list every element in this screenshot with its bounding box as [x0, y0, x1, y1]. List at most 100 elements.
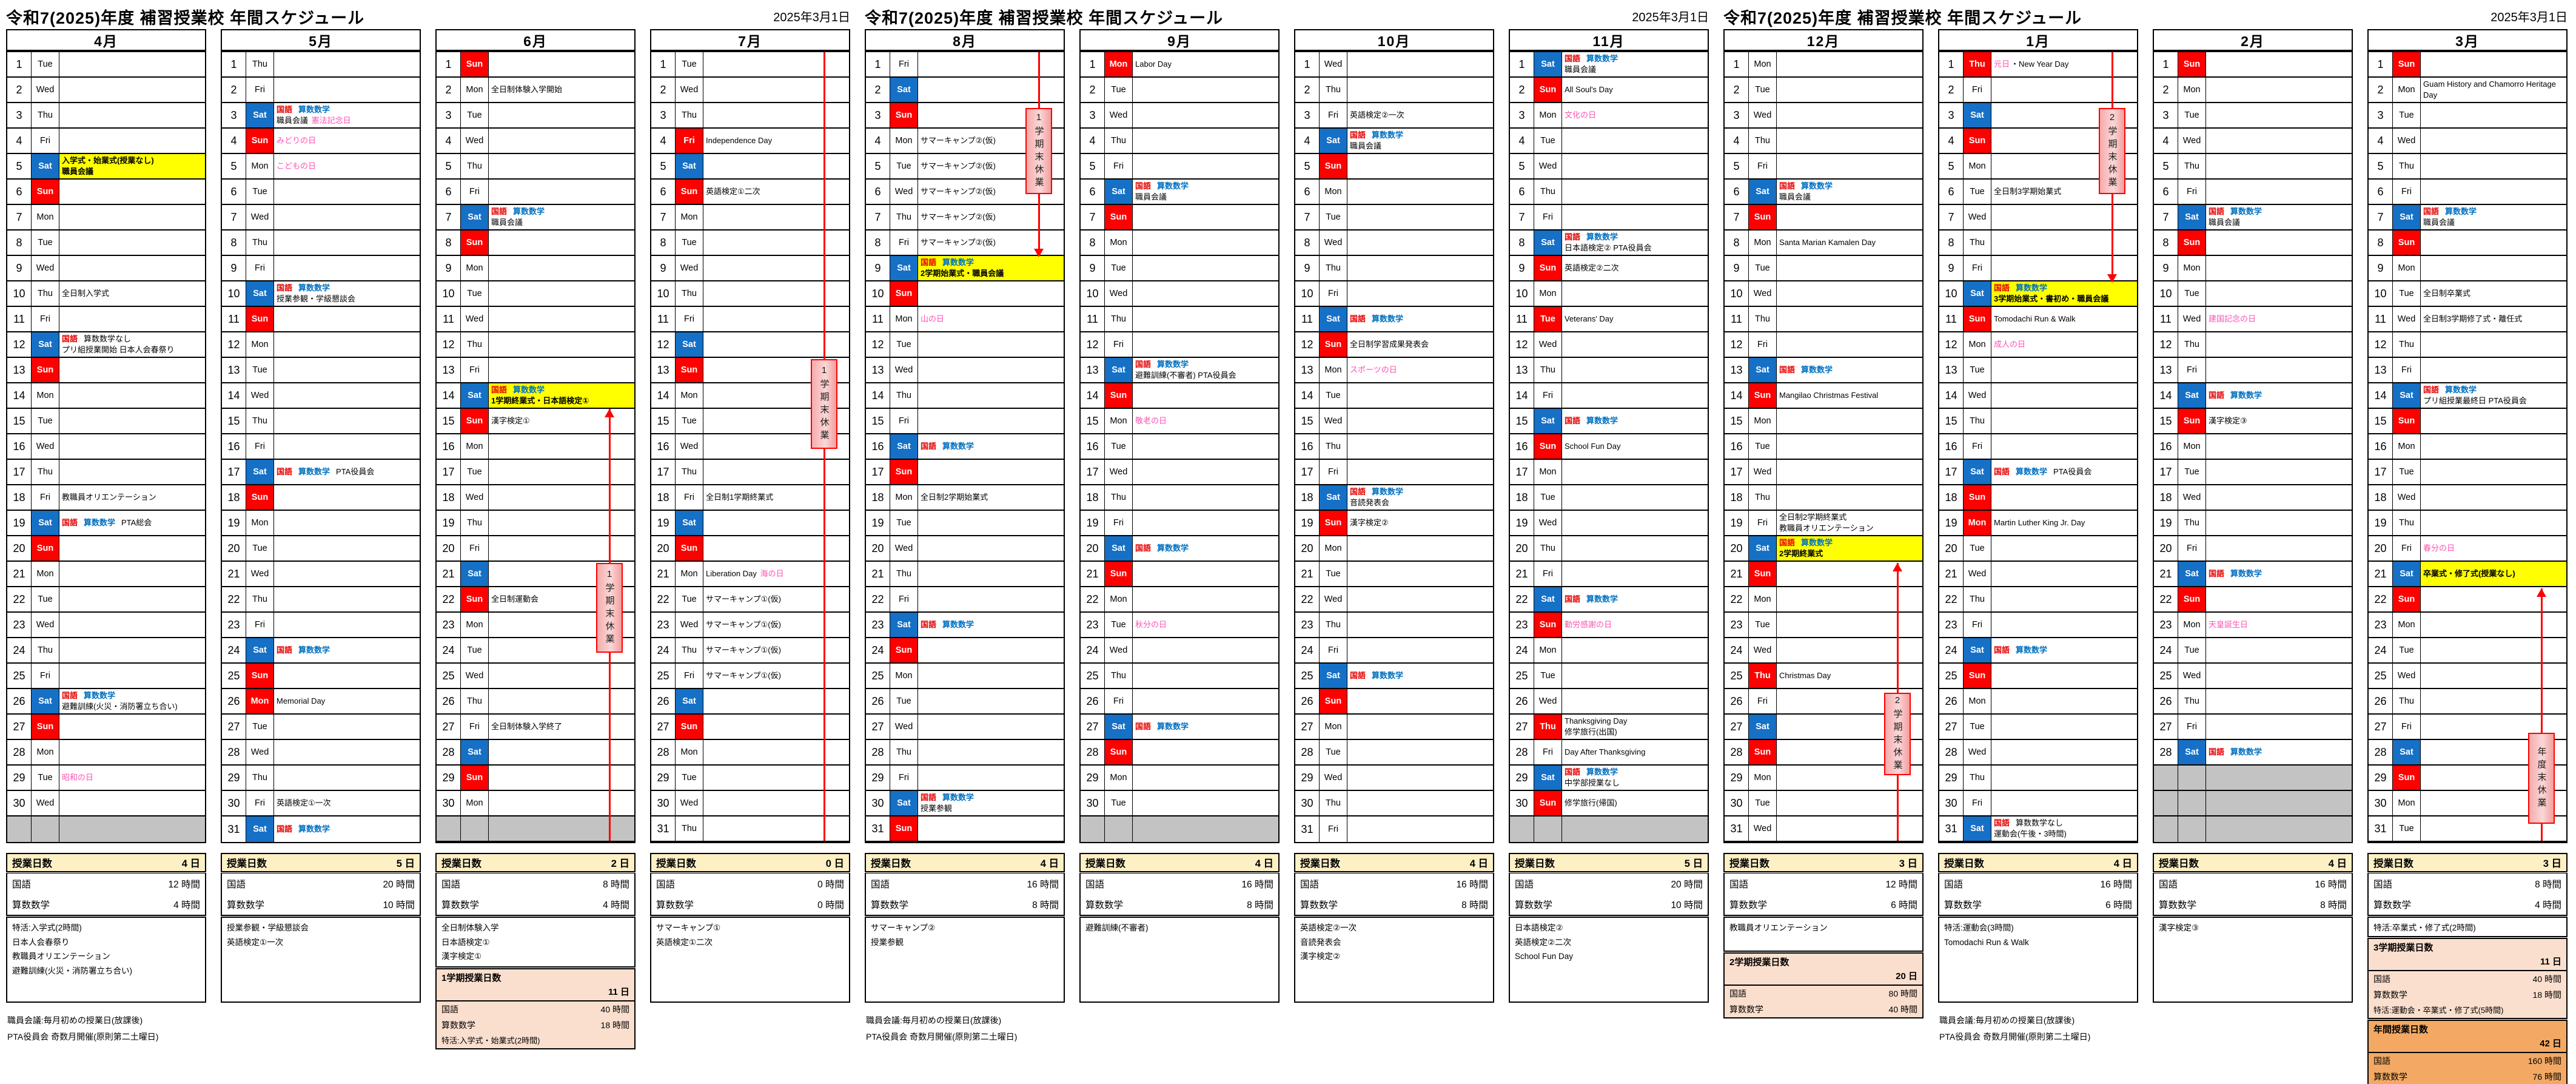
kokugo-hours-row: 国語 12 時間 — [7, 874, 205, 894]
day-of-week: Wed — [1320, 231, 1347, 255]
day-number: 19 — [1081, 511, 1105, 535]
day-of-week: Sun — [1964, 485, 1991, 510]
day-number: 28 — [1939, 740, 1964, 764]
day-number: 31 — [866, 816, 890, 841]
day-of-week: Thu — [890, 562, 918, 586]
event-text: Liberation Day — [706, 569, 759, 579]
kokugo-hours-label: 国語 — [2159, 880, 2178, 890]
day-of-week: Sun — [1320, 511, 1347, 535]
day-events: 入学式・始業式(授業なし) 職員会議 — [59, 154, 205, 178]
day-number: 15 — [1081, 409, 1105, 433]
day-events — [918, 638, 1064, 662]
class-days-value: 4 日 — [1255, 858, 1273, 869]
day-of-week: Fri — [246, 613, 274, 637]
day-of-week: Sat — [2178, 205, 2206, 229]
day-events — [703, 460, 849, 484]
event-line: サマーキャンプ①(仮) — [706, 594, 847, 605]
day-events — [59, 536, 205, 561]
day-of-week: Thu — [246, 409, 274, 433]
day-events — [489, 129, 634, 153]
day-of-week: Wed — [2178, 485, 2206, 510]
day-number: 22 — [651, 587, 676, 611]
day-number: 6 — [2154, 180, 2178, 204]
term-summary-box-row-value: 40 時間 — [2532, 974, 2561, 984]
day-row: 30 Sun 修学旅行(帰国) — [1510, 791, 1708, 816]
event-text: 音読発表会 — [1350, 498, 1390, 507]
day-of-week: Wed — [1534, 511, 1562, 535]
day-events — [1347, 562, 1493, 586]
day-events — [2421, 638, 2566, 662]
day-events: School Fun Day — [1562, 434, 1708, 459]
day-number: 26 — [2154, 689, 2178, 713]
day-row: 6 Sun — [7, 180, 205, 205]
day-row: 23 Fri — [1939, 613, 2137, 638]
footnote-line: 職員会議:毎月初めの授業日(放課後) — [1939, 1015, 2075, 1025]
day-row: 28 Sat — [437, 740, 634, 766]
class-days-box: 授業日数 0 日 — [650, 853, 850, 872]
day-of-week: Wed — [246, 205, 274, 229]
day-of-week: Fri — [890, 587, 918, 611]
day-number: 23 — [651, 613, 676, 637]
day-number: 19 — [2154, 511, 2178, 535]
day-number: 2 — [7, 78, 32, 102]
event-line: 運動会(午後・3時間) — [1994, 829, 2135, 840]
day-events: 国語 算数数学 職員会議 — [489, 205, 634, 229]
day-of-week: Tue — [676, 587, 703, 611]
math-hours-row: 算数数学 6 時間 — [1725, 894, 1922, 915]
day-events: Guam History and Chamorro Heritage Day — [2421, 78, 2566, 102]
day-number: 23 — [437, 613, 461, 637]
day-number: 8 — [1939, 231, 1964, 255]
day-row: 3 Wed — [1081, 103, 1278, 129]
day-row: 26 Sat — [651, 689, 849, 715]
day-events — [1777, 103, 1922, 127]
event-text: サマーキャンプ②(仮) — [921, 136, 996, 146]
event-line: 修学旅行(出国) — [1565, 727, 1705, 738]
event-text: 漢字検定③ — [2209, 416, 2247, 426]
math-label: 算数数学 — [1801, 538, 1833, 548]
day-number: 13 — [651, 358, 676, 382]
day-of-week: Thu — [2393, 689, 2421, 713]
day-row: 12 Fri — [1725, 332, 1922, 358]
day-row: 7 Mon — [7, 205, 205, 231]
day-of-week: Sun — [1534, 434, 1562, 459]
day-number: 14 — [2369, 383, 2393, 408]
day-number: 9 — [222, 256, 246, 280]
class-days-value: 4 日 — [2328, 858, 2347, 869]
day-row: 17 Tue — [2154, 460, 2352, 485]
day-number: 23 — [866, 613, 890, 637]
kokugo-hours-row: 国語 20 時間 — [1510, 874, 1708, 894]
day-of-week: Thu — [461, 511, 489, 535]
event-line: 国語 算数数学 — [1135, 543, 1276, 554]
event-line: 国語 算数数学 — [1135, 181, 1276, 192]
filler-row — [7, 816, 205, 842]
day-of-week: Tue — [1105, 791, 1133, 815]
math-label: 算数数学 — [1586, 594, 1618, 604]
day-row: 19 Sat 国語 算数数学 PTA総会 — [7, 511, 205, 536]
day-of-week: Sun — [2178, 587, 2206, 611]
day-number: 11 — [2154, 307, 2178, 331]
filler-cell — [7, 816, 32, 842]
day-number: 30 — [7, 791, 32, 815]
day-of-week: Tue — [461, 281, 489, 306]
day-events: Liberation Day 海の日 — [703, 562, 849, 586]
note-line: 教職員オリエンテーション — [12, 952, 110, 961]
day-events: 昭和の日 — [59, 766, 205, 790]
month-column-apr: 4月 1 Tue 2 Wed 3 Thu 4 Fri 5 Sat 入学式・始業式(授業なし) 職員会議 6… — [6, 29, 206, 1049]
day-number: 28 — [1725, 740, 1749, 764]
day-of-week: Sun — [1105, 383, 1133, 408]
month-grid: 1 Mon Labor Day 2 Tue 3 Wed 4 Thu 5 Fri 6 Sat 国語 算数数学職… — [1079, 52, 1280, 843]
kokugo-label: 国語 — [277, 824, 293, 834]
day-row: 29 Thu — [222, 766, 420, 791]
day-number: 2 — [651, 78, 676, 102]
day-of-week: Tue — [1534, 485, 1562, 510]
event-line: 秋分の日 — [1135, 619, 1276, 630]
day-number: 23 — [2369, 613, 2393, 637]
event-text: 職員会議 — [491, 218, 523, 227]
day-number: 4 — [1939, 129, 1964, 153]
day-row: 11 Sun — [222, 307, 420, 332]
day-row: 20 Fri — [437, 536, 634, 562]
month-title: 8月 — [865, 29, 1065, 52]
day-number: 29 — [651, 766, 676, 790]
day-of-week: Fri — [2178, 180, 2206, 204]
event-line: 国語 算数数学 — [1565, 416, 1705, 426]
